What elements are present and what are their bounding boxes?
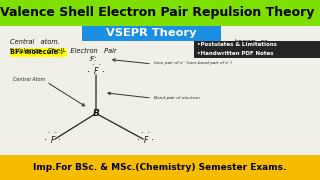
Text: VSEPR Theory: VSEPR Theory	[106, 28, 196, 38]
Text: :F:: :F:	[89, 55, 97, 62]
Text: F: F	[143, 136, 148, 145]
Bar	[194, 41, 320, 58]
Text: B: B	[92, 109, 100, 118]
Text: Central   atom.: Central atom.	[10, 39, 60, 45]
Text: •Postulates & Limitations: •Postulates & Limitations	[197, 42, 277, 48]
Text: Central Atom: Central Atom	[13, 77, 45, 82]
Text: known  as: known as	[234, 39, 267, 45]
Text: " Valence   Shell   Electron   Pair: " Valence Shell Electron Pair	[10, 48, 116, 54]
Text: ·: ·	[101, 67, 105, 77]
Text: lone pair of e⁻ (non-bond pair of e⁻): lone pair of e⁻ (non-bond pair of e⁻)	[154, 61, 232, 65]
Text: Valence Shell Electron Pair Repulsion Theory: Valence Shell Electron Pair Repulsion Th…	[0, 6, 314, 19]
Text: ·: ·	[44, 135, 47, 145]
Text: ·  ·: · ·	[92, 62, 100, 68]
Text: BF₃ molecule :-: BF₃ molecule :-	[10, 49, 65, 55]
Text: ·  ·: · ·	[48, 130, 57, 136]
Text: ·: ·	[137, 135, 140, 145]
Text: ·: ·	[87, 67, 91, 77]
Text: ·: ·	[151, 135, 154, 145]
Text: ·: ·	[94, 88, 98, 98]
Bar	[0, 0, 320, 26]
Text: ·  ·: · ·	[141, 130, 150, 136]
Text: Bond pair of electron: Bond pair of electron	[154, 96, 199, 100]
Text: •Handwritten PDF Notes: •Handwritten PDF Notes	[197, 51, 273, 56]
Bar	[10, 48, 67, 57]
Text: Imp.For BSc. & MSc.(Chemistry) Semester Exams.: Imp.For BSc. & MSc.(Chemistry) Semester …	[33, 163, 287, 172]
Text: F: F	[94, 68, 98, 76]
Bar	[82, 26, 221, 40]
Text: ·: ·	[58, 135, 61, 145]
Bar	[0, 155, 320, 180]
Text: F: F	[51, 136, 55, 145]
